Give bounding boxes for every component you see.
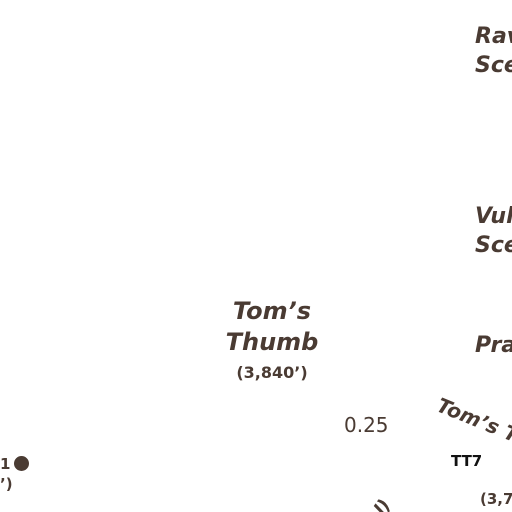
toms-thumb-trail-label: Tom’s Th	[433, 392, 512, 453]
toms-thumb-line-2: Thumb	[225, 328, 319, 356]
toms-thumb-label: Tom’s Thumb (3,840’)	[214, 296, 330, 385]
left-partial-label: 1 ’)	[0, 454, 13, 494]
vulture-line-2: Sce	[475, 233, 512, 258]
raven-line-2: Sce	[475, 53, 512, 78]
left-partial-bottom: ’)	[0, 475, 13, 493]
vulture-scenic-label: Vul Sce	[475, 202, 512, 260]
trail-code-label: TT7	[451, 452, 483, 470]
distance-label: 0.25	[344, 413, 389, 437]
vulture-line-1: Vul	[475, 204, 512, 229]
bottom-elevation-partial: (3,74	[480, 490, 512, 508]
bottom-partial-label: l)	[369, 495, 396, 512]
pra-label: Pra	[475, 333, 512, 358]
left-partial-top: 1	[0, 455, 11, 473]
raven-line-1: Rav	[475, 24, 512, 49]
toms-thumb-elevation: (3,840’)	[236, 363, 308, 382]
toms-thumb-line-1: Tom’s	[232, 297, 312, 325]
raven-scenic-label: Rav Sce	[475, 22, 512, 80]
point-marker-icon	[14, 456, 29, 471]
